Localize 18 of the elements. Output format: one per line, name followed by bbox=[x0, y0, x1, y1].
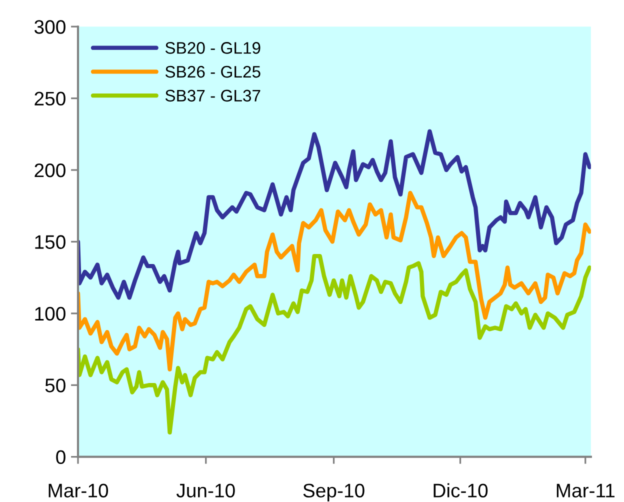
x-tick-label: Jun-10 bbox=[176, 484, 235, 498]
legend-label: SB26 - GL25 bbox=[165, 66, 260, 78]
legend-label: SB37 - GL37 bbox=[165, 90, 260, 102]
y-tick-label: 150 bbox=[35, 235, 66, 249]
x-tick-label: Sep-10 bbox=[303, 484, 364, 502]
line-series bbox=[78, 190, 591, 372]
y-tick-label: 50 bbox=[45, 378, 66, 392]
y-tick-label: 100 bbox=[35, 306, 66, 321]
x-tick-label: Dic-10 bbox=[434, 483, 488, 498]
x-tick-label: Mar-10 bbox=[48, 484, 108, 498]
line-series bbox=[78, 254, 591, 435]
legend-label: SB20 - GL19 bbox=[165, 42, 260, 54]
x-tick-label: Mar-11 bbox=[556, 484, 614, 498]
y-tick-label: 200 bbox=[34, 163, 66, 178]
y-tick-label: 300 bbox=[34, 20, 66, 34]
line-series bbox=[78, 129, 591, 300]
y-tick-label: 250 bbox=[34, 92, 66, 106]
y-tick-label: 0 bbox=[56, 450, 66, 464]
